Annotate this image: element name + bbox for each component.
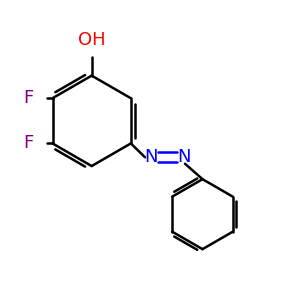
Text: F: F — [23, 134, 34, 152]
Text: N: N — [177, 148, 190, 166]
Text: F: F — [23, 89, 34, 107]
Text: N: N — [145, 148, 158, 166]
Text: OH: OH — [78, 32, 106, 50]
